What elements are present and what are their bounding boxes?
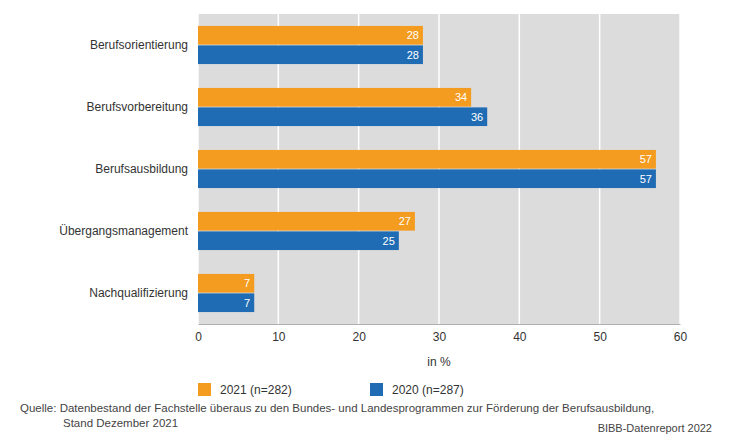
credit: BIBB-Datenreport 2022 [598, 422, 712, 434]
legend-swatch [198, 383, 211, 396]
legend: 2021 (n=282) 2020 (n=287) [198, 383, 464, 397]
tick-label: 40 [513, 330, 527, 344]
chart: 28 34 57 27 7 28 36 57 25 7 0 10 20 30 40 50 60 Berufsori… [0, 0, 730, 448]
tick: Übergangsmanagement [59, 224, 198, 238]
tick: Berufsorientierung [90, 38, 198, 52]
tick-label: 10 [272, 330, 286, 344]
source: Stand Dezember 2021 [63, 417, 178, 429]
tick-label: 60 [674, 330, 688, 344]
data-label: 57 [640, 153, 652, 165]
bar [198, 212, 415, 231]
tick-label: 50 [593, 330, 607, 344]
x-axis-title: in % [427, 355, 451, 369]
plot-background [198, 14, 680, 324]
category-label: Berufsvorbereitung [87, 100, 188, 114]
source: Quelle: Datenbestand der Fachstelle über… [20, 402, 654, 414]
y-axis: Berufsorientierung Berufsvorbereitung Beru… [59, 38, 198, 300]
tick-label: 30 [433, 330, 447, 344]
axis-line [199, 324, 681, 325]
grid-line [519, 14, 521, 324]
tick: 30 [433, 324, 447, 344]
tick: 40 [513, 324, 527, 344]
bar [198, 26, 423, 45]
legend-swatch [370, 383, 383, 396]
grid-line [599, 14, 601, 324]
bar [198, 293, 254, 312]
tick: Berufsvorbereitung [87, 100, 198, 114]
data-label: 25 [383, 235, 395, 247]
grid-line [438, 14, 440, 324]
bar [198, 150, 656, 169]
bars [198, 26, 656, 312]
data-label: 28 [407, 29, 419, 41]
category-label: Übergangsmanagement [59, 224, 188, 238]
annotations: Quelle: Datenbestand der Fachstelle über… [20, 402, 712, 434]
data-label: 7 [244, 277, 250, 289]
data-label: 7 [244, 297, 250, 309]
bar [198, 274, 254, 293]
plot: 28 34 57 27 7 28 36 57 25 7 0 10 20 30 40 50 60 Berufsori… [59, 14, 687, 344]
tick: 0 [195, 324, 202, 344]
data-label: 34 [455, 91, 467, 103]
grid [198, 14, 680, 324]
legend-label: 2020 (n=287) [392, 383, 464, 397]
bar [198, 88, 471, 107]
tick: 10 [272, 324, 286, 344]
bar [198, 45, 423, 64]
category-label: Berufsausbildung [95, 162, 188, 176]
data-label: 27 [399, 215, 411, 227]
bar [198, 169, 656, 188]
bar [198, 231, 399, 250]
tick-label: 0 [195, 330, 202, 344]
legend-label: 2021 (n=282) [220, 383, 292, 397]
tick: 60 [674, 324, 688, 344]
data-label: 36 [471, 111, 483, 123]
tick: 20 [352, 324, 366, 344]
tick: 50 [593, 324, 607, 344]
x-axis: 0 10 20 30 40 50 60 [195, 324, 687, 344]
bar [198, 107, 487, 126]
grid-line [679, 14, 681, 324]
data-label: 57 [640, 173, 652, 185]
tick: Berufsausbildung [95, 162, 198, 176]
data-label: 28 [407, 49, 419, 61]
tick-label: 20 [352, 330, 366, 344]
category-label: Berufsorientierung [90, 38, 188, 52]
category-label: Nachqualifizierung [89, 286, 188, 300]
data-labels: 28 34 57 27 7 28 36 57 25 7 [244, 29, 652, 308]
tick: Nachqualifizierung [89, 286, 198, 300]
